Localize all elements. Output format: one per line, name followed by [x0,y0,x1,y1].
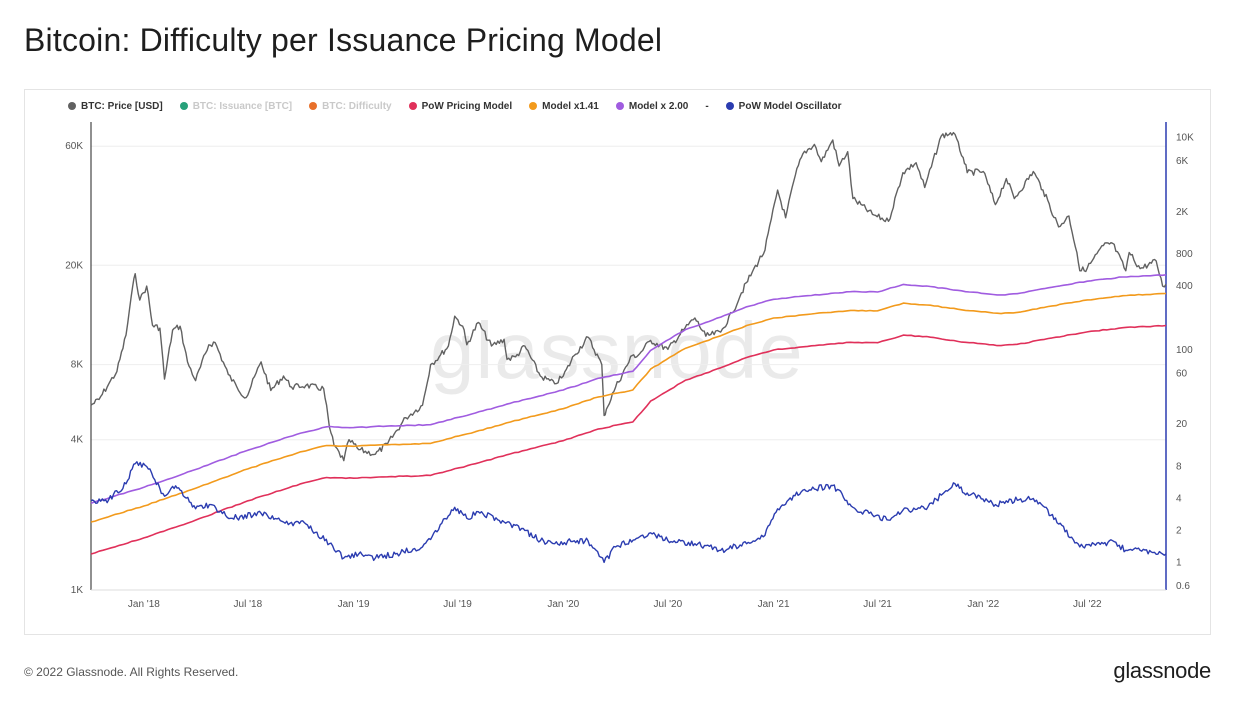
legend-label: BTC: Difficulty [322,100,392,112]
x-tick-label: Jan '22 [967,599,999,610]
page-title: Bitcoin: Difficulty per Issuance Pricing… [24,22,663,58]
series-line-3 [90,274,1167,505]
y-right-tick-label: 400 [1176,281,1193,292]
y-right-tick-label: 1 [1176,557,1182,568]
y-left-tick-label: 8K [71,360,84,371]
y-right-tick-label: 800 [1176,249,1193,260]
x-tick-label: Jan '20 [547,599,579,610]
legend-item-3[interactable]: PoW Pricing Model [408,100,513,112]
copyright-footer: © 2022 Glassnode. All Rights Reserved. [24,665,239,679]
chart-panel [24,89,1211,635]
legend-label: PoW Pricing Model [421,100,513,112]
legend-dot-icon [408,102,417,110]
series-line-1 [90,324,1167,555]
x-tick-label: Jul '19 [443,599,472,610]
y-left-tick-label: 4K [71,435,84,446]
legend-dot-icon [725,102,734,110]
legend-item-2[interactable]: BTC: Difficulty [309,100,392,112]
y-left-tick-label: 60K [65,141,83,152]
legend-item-1[interactable]: BTC: Issuance [BTC] [179,100,293,112]
x-tick-label: Jul '20 [654,599,683,610]
x-tick-label: Jan '21 [758,599,790,610]
x-tick-label: Jan '18 [128,599,160,610]
y-right-tick-label: 2 [1176,525,1182,536]
y-left-tick-label: 1K [71,585,84,596]
y-right-tick-label: 6K [1176,156,1189,167]
y-right-tick-label: 2K [1176,207,1189,218]
legend-item-0[interactable]: BTC: Price [USD] [68,101,163,112]
y-right-tick-label: 20 [1176,419,1188,430]
legend-dot-icon [615,102,624,110]
y-right-tick-label: 100 [1176,345,1193,356]
legend-dot-icon [179,102,188,110]
legend-label: Model x 2.00 [628,100,689,112]
x-tick-label: Jan '19 [338,599,370,610]
legend-dot-icon [529,102,538,110]
series-line-2 [90,292,1167,523]
x-tick-label: Jul '22 [1073,599,1102,610]
legend-item-7[interactable]: PoW Model Oscillator [725,100,842,112]
y-right-tick-label: 60 [1176,369,1188,380]
legend-label: Model x1.41 [542,100,599,112]
legend-label: BTC: Issuance [BTC] [192,100,293,112]
x-tick-label: Jul '21 [863,599,892,610]
chart-legend: BTC: Price [USD] BTC: Issuance [BTC] BTC: … [68,99,858,113]
x-tick-label: Jul '18 [234,599,263,610]
series-line-4 [90,461,1167,564]
legend-dot-icon [309,102,318,110]
watermark-logo: glassnode [430,306,804,395]
brand-logo: glassnode [1113,658,1211,683]
series-line-0 [90,131,1167,462]
y-right-tick-label: 8 [1176,461,1182,472]
legend-item-5[interactable]: Model x 2.00 [615,100,689,112]
legend-separator: - [705,100,709,112]
legend-dot-icon [68,102,76,110]
y-right-tick-label: 4 [1176,493,1182,504]
legend-item-4[interactable]: Model x1.41 [529,101,599,112]
legend-label: BTC: Price [USD] [81,100,163,112]
y-left-tick-label: 20K [65,260,83,271]
legend-label: PoW Model Oscillator [738,100,842,112]
y-right-tick-label: 10K [1176,133,1194,144]
y-right-tick-label: 0.6 [1176,581,1190,592]
